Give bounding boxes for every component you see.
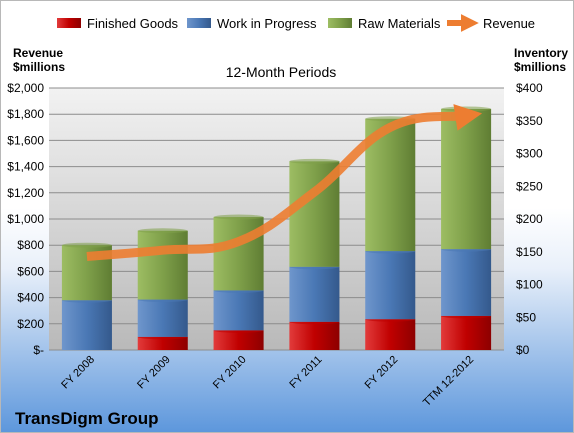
right-tick-label: $200 (516, 212, 543, 226)
right-axis-title-line1: Inventory (514, 46, 568, 60)
chart-subtitle: 12-Month Periods (226, 64, 337, 80)
bar-work-in-progress (289, 266, 340, 322)
company-name: TransDigm Group (15, 409, 159, 428)
right-tick-label: $400 (516, 81, 543, 95)
bar-finished-goods (289, 321, 340, 350)
category-label: TTM 12-2012 (421, 354, 476, 409)
left-tick-label: $1,600 (7, 133, 44, 147)
left-tick-label: $- (33, 343, 44, 357)
bar-work-in-progress (61, 300, 112, 350)
right-tick-label: $350 (516, 114, 543, 128)
revenue-line (86, 104, 483, 261)
legend: Finished Goods Work in Progress Raw Mate… (57, 14, 535, 32)
bar-raw-materials-top (61, 242, 112, 248)
bar-work-in-progress (365, 251, 416, 320)
legend-label-work-in-progress: Work in Progress (217, 16, 317, 31)
legend-label-revenue: Revenue (483, 16, 535, 31)
right-axis-ticks: $0 $50 $100 $150 $200 $250 $300 $350 $400 (516, 81, 543, 357)
left-tick-label: $800 (17, 238, 44, 252)
right-tick-label: $150 (516, 245, 543, 259)
category-label: FY 2011 (287, 354, 324, 391)
left-tick-label: $400 (17, 291, 44, 305)
bar-raw-materials (213, 217, 264, 291)
category-labels: FY 2008 FY 2009 FY 2010 FY 2011 FY 2012 TTM 1… (59, 354, 476, 409)
bar-raw-materials (441, 108, 492, 250)
left-tick-label: $1,400 (7, 160, 44, 174)
category-label: FY 2010 (211, 354, 249, 392)
right-tick-label: $100 (516, 278, 543, 292)
category-label: FY 2008 (59, 354, 97, 392)
category-label: FY 2012 (363, 354, 401, 392)
legend-label-raw-materials: Raw Materials (358, 16, 441, 31)
left-tick-label: $200 (17, 317, 44, 331)
right-tick-label: $0 (516, 343, 530, 357)
left-tick-label: $600 (17, 264, 44, 278)
bar-raw-materials-top (441, 106, 492, 112)
bar-raw-materials-top (289, 158, 340, 164)
left-axis-title-line2: $millions (13, 60, 65, 74)
bar-work-in-progress (441, 249, 492, 316)
right-tick-label: $300 (516, 147, 543, 161)
left-axis-ticks: $- $200 $400 $600 $800 $1,000 $1,200 $1,400 $1,6… (7, 81, 44, 357)
category-label: FY 2009 (135, 354, 173, 392)
right-axis-title-line2: $millions (514, 60, 566, 74)
bar-finished-goods (137, 336, 188, 350)
legend-swatch-raw-materials (328, 18, 352, 28)
bar-raw-materials-top (137, 228, 188, 234)
bar-finished-goods (213, 330, 264, 350)
left-axis-title-line1: Revenue (13, 46, 63, 60)
bars (61, 106, 492, 350)
bar-work-in-progress (137, 299, 188, 337)
bar-finished-goods (441, 315, 492, 350)
bar-raw-materials-top (213, 214, 264, 220)
bar-work-in-progress (213, 290, 264, 331)
left-tick-label: $1,800 (7, 107, 44, 121)
legend-label-finished-goods: Finished Goods (87, 16, 179, 31)
bar-raw-materials (137, 230, 188, 300)
revenue-series (86, 104, 483, 261)
right-tick-label: $50 (516, 310, 536, 324)
left-tick-label: $2,000 (7, 81, 44, 95)
legend-swatch-work-in-progress (187, 18, 211, 28)
right-tick-label: $250 (516, 179, 543, 193)
left-tick-label: $1,000 (7, 212, 44, 226)
bar-finished-goods (365, 319, 416, 350)
legend-swatch-finished-goods (57, 18, 81, 28)
left-tick-label: $1,200 (7, 186, 44, 200)
